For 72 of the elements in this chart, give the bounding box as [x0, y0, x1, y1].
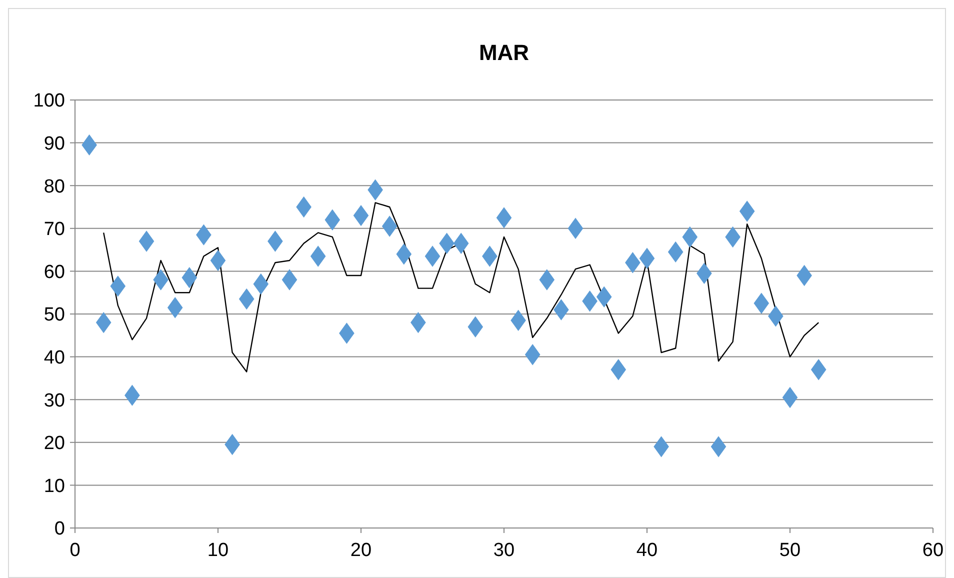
point — [138, 230, 154, 252]
point — [167, 296, 183, 318]
point — [82, 134, 97, 156]
point — [625, 252, 640, 274]
point — [353, 204, 369, 226]
x-tick-label: 20 — [350, 540, 372, 561]
point — [324, 209, 340, 230]
x-tick-label: 60 — [922, 540, 944, 561]
point — [796, 264, 812, 286]
point — [496, 207, 512, 228]
point — [668, 241, 684, 263]
point — [210, 250, 226, 272]
point — [654, 436, 669, 458]
point — [582, 290, 598, 312]
line-series — [103, 202, 820, 372]
point — [224, 434, 240, 456]
y-tick-label: 10 — [44, 476, 65, 497]
x-tick-label: 40 — [636, 540, 658, 561]
point — [110, 276, 126, 297]
point — [439, 232, 454, 254]
point — [554, 299, 569, 320]
point — [368, 179, 383, 200]
y-tick-label: 60 — [44, 262, 65, 283]
point — [382, 216, 398, 237]
x-tick-label: 30 — [493, 540, 515, 561]
point — [539, 269, 555, 290]
point — [510, 310, 526, 332]
point — [768, 306, 784, 327]
x-tick-label: 10 — [207, 540, 229, 561]
point — [282, 269, 298, 290]
point — [96, 312, 112, 334]
point — [696, 262, 712, 284]
point — [610, 359, 626, 380]
point — [468, 316, 484, 338]
point — [296, 196, 312, 218]
point — [238, 288, 254, 310]
y-tick-label: 50 — [44, 304, 65, 326]
y-tick-label: 80 — [44, 176, 65, 198]
point — [182, 267, 198, 288]
x-tick-label: 50 — [779, 540, 801, 561]
point — [568, 218, 584, 240]
point — [810, 359, 826, 380]
point — [639, 248, 655, 269]
y-tick-label: 30 — [44, 390, 65, 412]
y-tick-label: 0 — [54, 518, 65, 540]
point — [339, 322, 354, 344]
y-tick-label: 90 — [44, 133, 65, 154]
point — [253, 273, 269, 295]
point — [124, 384, 140, 406]
point — [310, 246, 326, 267]
point — [524, 344, 540, 366]
point — [396, 243, 412, 265]
point — [482, 246, 498, 267]
point — [410, 312, 426, 334]
point — [424, 246, 440, 267]
y-tick-label: 20 — [44, 433, 65, 454]
point — [710, 436, 726, 458]
point — [153, 269, 168, 290]
x-tick-label: 0 — [70, 540, 80, 561]
point — [596, 286, 612, 308]
point — [453, 232, 469, 254]
y-tick-label: 40 — [44, 347, 65, 368]
point — [196, 224, 212, 246]
point — [754, 292, 770, 314]
point — [782, 386, 798, 408]
y-tick-label: 70 — [44, 219, 65, 240]
chart-title: MAR — [478, 40, 530, 65]
point — [739, 200, 755, 222]
point — [682, 226, 698, 248]
point — [268, 230, 283, 252]
y-tick-label: 100 — [33, 90, 65, 112]
point — [725, 226, 740, 248]
